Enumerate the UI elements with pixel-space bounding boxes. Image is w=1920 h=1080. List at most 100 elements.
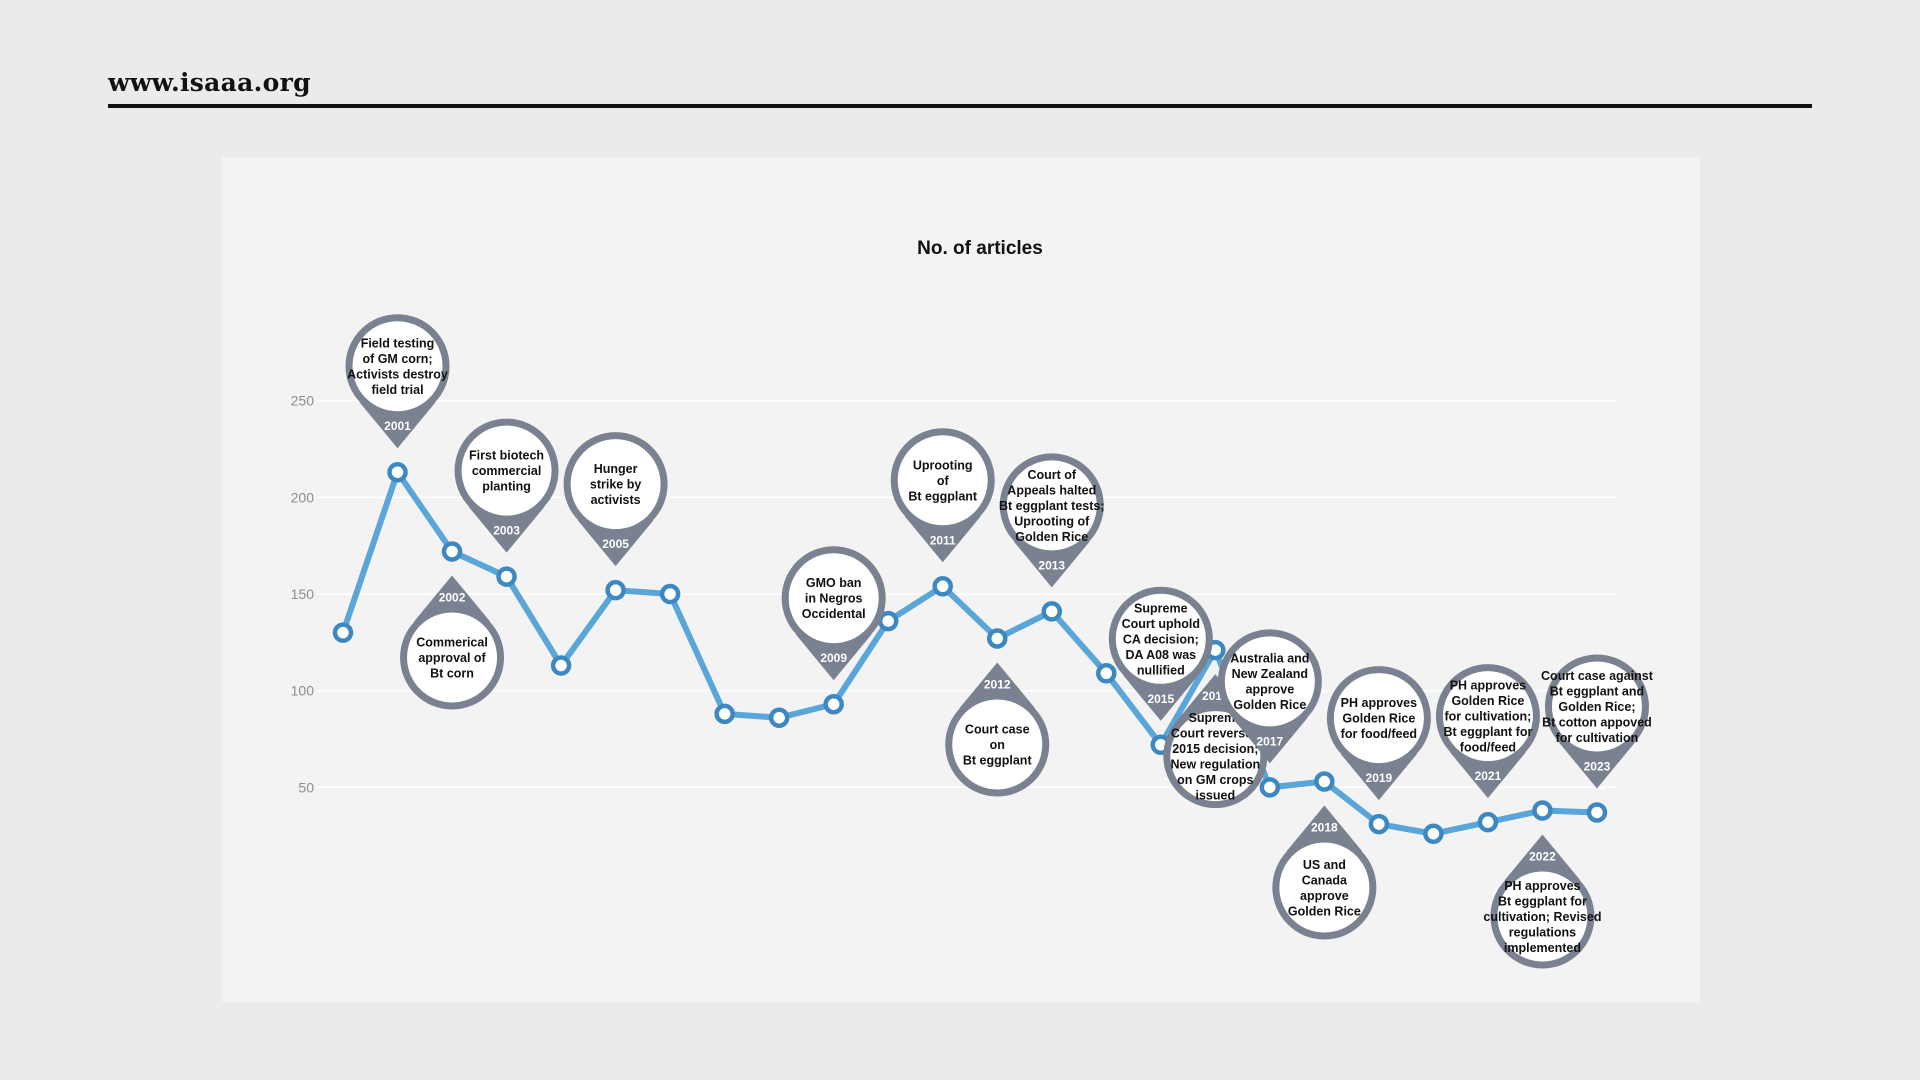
annotation-text-line: of GM corn; <box>362 352 432 366</box>
annotation-text-line: food/feed <box>1460 741 1516 755</box>
annotation-text: PH approves Bt eggplant for cultivation; R… <box>1483 879 1601 955</box>
annotation-text: Supreme Court uphold CA decision; DA A08 wa… <box>1122 601 1200 677</box>
annotation-text-line: field trial <box>371 383 423 397</box>
annotation-text-line: Bt eggplant and <box>1550 684 1644 698</box>
annotation-text: US and Canada approve Golden Rice <box>1288 858 1361 919</box>
annotation-text: Uprooting of Bt eggplant <box>908 458 978 503</box>
annotation-year: 2021 <box>1475 769 1502 783</box>
data-point-2011 <box>932 576 953 597</box>
annotation-text-line: Australia and <box>1230 652 1309 666</box>
annotation-text-line: Bt eggplant for <box>1443 725 1532 739</box>
annotation-text-line: PH approves <box>1504 879 1580 893</box>
annotation-text-line: Court case against <box>1541 669 1654 683</box>
annotation-2022: 2022 PH approves Bt eggplant for cultivatio… <box>1483 834 1601 969</box>
chart-panel: No. of articles 50 100 150 200 250 2001 Field … <box>222 157 1700 1002</box>
annotation-text: Court case on Bt eggplant <box>963 722 1033 767</box>
annotation-2012: 2012 Court case on Bt eggplant <box>945 662 1050 797</box>
annotation-text-line: First biotech <box>469 449 544 463</box>
annotation-text-line: on GM crops <box>1177 773 1253 787</box>
annotation-text-line: Canada <box>1302 873 1348 887</box>
y-tick-label: 100 <box>291 683 315 699</box>
annotation-text-line: Golden Rice <box>1015 530 1088 544</box>
annotation-text: Supreme Court reversed 2015 decision; New r… <box>1171 711 1261 803</box>
annotation-year: 2019 <box>1366 771 1393 785</box>
annotation-text-line: Golden Rice <box>1451 694 1524 708</box>
annotation-year: 2003 <box>493 524 520 538</box>
annotation-text-line: cultivation; Revised <box>1483 910 1601 924</box>
data-point-2002 <box>441 541 463 562</box>
annotation-2023: 2023 Court case against Bt eggplant and Gol… <box>1541 654 1654 789</box>
annotation-2001: 2001 Field testing of GM corn; Activists de… <box>345 314 450 449</box>
annotation-text-line: Bt eggplant tests; <box>999 499 1105 513</box>
annotation-text-line: New regulation <box>1171 757 1261 771</box>
annotation-bubble <box>897 435 988 526</box>
data-point-2014 <box>1096 663 1117 684</box>
annotation-text-line: for food/feed <box>1341 727 1417 741</box>
annotation-text: Hunger strike by activists <box>590 462 641 507</box>
annotation-bubble <box>570 439 661 530</box>
annotation-text-line: issued <box>1196 788 1236 802</box>
annotation-bubble <box>1115 593 1206 684</box>
data-point-2012 <box>986 628 1008 649</box>
annotation-2011: 2011 Uprooting of Bt eggplant <box>890 428 995 563</box>
annotation-bubble <box>1497 871 1588 962</box>
annotation-text-line: Court case <box>965 722 1030 736</box>
annotation-bubble <box>407 612 498 703</box>
annotation-text-line: CA decision; <box>1123 632 1199 646</box>
annotation-2009: 2009 GMO ban in Negros Occidental <box>781 546 886 681</box>
data-point-2019 <box>1368 813 1390 835</box>
annotation-text-line: for cultivation <box>1556 731 1639 745</box>
annotation-text-line: 2015 decision; <box>1172 742 1258 756</box>
data-point-2004 <box>550 655 572 676</box>
annotation-text-line: PH approves <box>1341 696 1417 710</box>
annotation-text-line: commercial <box>472 464 541 478</box>
annotation-text-line: Occidental <box>802 607 866 621</box>
data-point-2001 <box>387 461 408 483</box>
annotation-bubble <box>1442 671 1533 762</box>
annotation-text: Court case against Bt eggplant and Golden … <box>1541 669 1654 745</box>
annotation-text: Australia and New Zealand approve Golden Ri… <box>1230 652 1309 713</box>
annotation-year: 2001 <box>384 419 411 433</box>
annotation-text-line: planting <box>482 480 531 494</box>
annotation-bubble <box>1006 460 1097 551</box>
annotation-bubble <box>1551 661 1642 752</box>
annotation-text: Field testing of GM corn; Activists destro… <box>347 336 448 397</box>
data-point-2005 <box>605 579 626 601</box>
annotation-text-line: Golden Rice; <box>1558 700 1635 714</box>
annotation-year: 2013 <box>1038 558 1065 572</box>
annotation-year: 2022 <box>1529 850 1556 864</box>
annotation-text-line: Supreme <box>1134 601 1188 615</box>
annotation-year: 2005 <box>602 537 629 551</box>
annotation-year: 2012 <box>984 677 1011 691</box>
annotation-text-line: Bt eggplant for <box>1498 895 1587 909</box>
y-tick-label: 50 <box>298 779 314 795</box>
annotation-text-line: approve <box>1246 683 1295 697</box>
annotation-text-line: Bt cotton appoved <box>1542 715 1652 729</box>
annotation-text-line: DA A08 was <box>1125 648 1196 662</box>
data-point-2017 <box>1259 777 1281 798</box>
annotation-year: 2011 <box>930 533 956 547</box>
annotation-text-line: Golden Rice <box>1288 904 1361 918</box>
annotation-text: GMO ban in Negros Occidental <box>802 576 866 621</box>
header-divider <box>108 104 1812 108</box>
annotation-text: PH approves Golden Rice for food/feed <box>1341 696 1417 741</box>
annotation-bubble <box>1279 842 1370 933</box>
data-point-2009 <box>823 693 844 715</box>
annotation-year: 2023 <box>1584 759 1611 773</box>
annotation-text-line: Bt eggplant <box>963 753 1033 767</box>
annotation-text-line: nullified <box>1137 663 1185 677</box>
annotation-bubble <box>1333 673 1424 764</box>
annotation-year: 2017 <box>1256 734 1283 748</box>
annotation-text: First biotech commercial planting <box>469 449 544 494</box>
annotation-text-line: Court uphold <box>1122 617 1200 631</box>
annotation-text-line: Golden Rice <box>1233 698 1306 712</box>
annotation-text-line: Court reversed <box>1171 726 1260 740</box>
annotation-bubble <box>461 425 552 516</box>
data-point-2021 <box>1477 811 1499 833</box>
annotation-text-line: for cultivation; <box>1445 710 1532 724</box>
data-point-2003 <box>496 566 517 587</box>
annotation-text-line: approval of <box>418 651 486 665</box>
annotation-bubble <box>1170 711 1261 802</box>
data-point-2018 <box>1314 771 1335 792</box>
annotation-bubble <box>1224 636 1315 727</box>
